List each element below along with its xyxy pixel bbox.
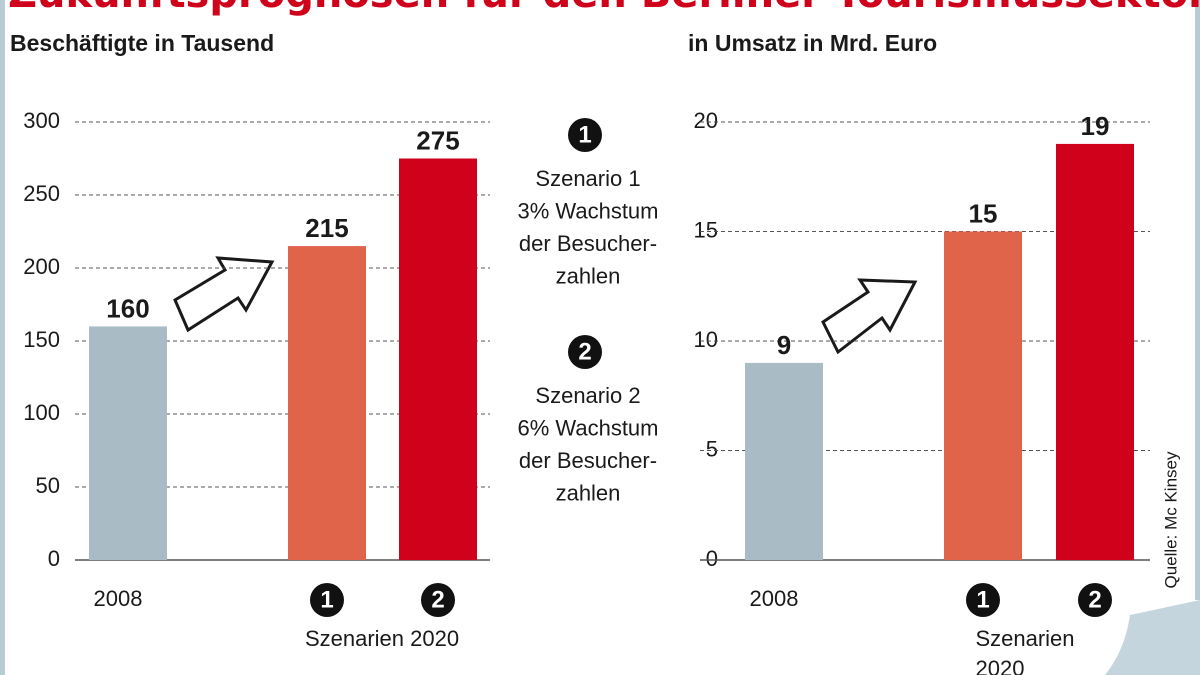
bar bbox=[1056, 143, 1134, 560]
page-title: Zukunftsprognosen für den Berliner Touri… bbox=[8, 0, 1200, 17]
scenario-text: zahlen bbox=[556, 263, 621, 288]
badge-number: 2 bbox=[431, 586, 444, 613]
y-tick-label: 20 bbox=[694, 108, 718, 133]
badge bbox=[310, 583, 344, 617]
value-label: 160 bbox=[106, 293, 149, 323]
scenario-text: zahlen bbox=[556, 480, 621, 505]
y-tick-label: 300 bbox=[23, 108, 60, 133]
x-tick-label: 2008 bbox=[750, 586, 799, 611]
y-tick-label: 250 bbox=[23, 181, 60, 206]
y-tick-label: 5 bbox=[706, 436, 718, 461]
badge bbox=[966, 583, 1000, 617]
badge bbox=[568, 335, 602, 369]
badge bbox=[1078, 583, 1112, 617]
frame-left bbox=[0, 0, 5, 675]
x-group-label: Szenarien 2020 bbox=[975, 626, 1074, 675]
x-group-label: Szenarien 2020 bbox=[305, 626, 459, 651]
scenario-text: Szenario 1 bbox=[535, 166, 640, 191]
bar bbox=[399, 158, 477, 560]
frame-right bbox=[1195, 0, 1200, 600]
x-tick-label: 2008 bbox=[94, 586, 143, 611]
bar bbox=[288, 246, 366, 560]
value-label: 215 bbox=[305, 213, 348, 243]
badge-number: 1 bbox=[976, 586, 989, 613]
y-tick-label: 0 bbox=[48, 546, 60, 571]
y-tick-label: 100 bbox=[23, 400, 60, 425]
y-tick-label: 15 bbox=[694, 217, 718, 242]
chart-subtitle: in Umsatz in Mrd. Euro bbox=[688, 30, 937, 56]
y-tick-label: 0 bbox=[706, 546, 718, 571]
badge-number: 1 bbox=[578, 121, 591, 148]
badge-number: 2 bbox=[578, 338, 591, 365]
chart-subtitle: Beschäftigte in Tausend bbox=[10, 30, 274, 56]
y-tick-label: 150 bbox=[23, 327, 60, 352]
badge bbox=[568, 118, 602, 152]
arrow bbox=[821, 278, 918, 355]
value-label: 15 bbox=[969, 198, 998, 228]
value-label: 275 bbox=[416, 125, 459, 155]
badge bbox=[421, 583, 455, 617]
badge-number: 2 bbox=[1088, 586, 1101, 613]
bar bbox=[745, 362, 823, 560]
scenario-text: der Besucher- bbox=[519, 231, 657, 256]
y-tick-label: 10 bbox=[694, 327, 718, 352]
y-tick-label: 50 bbox=[36, 473, 60, 498]
bar bbox=[89, 326, 167, 560]
page-curl bbox=[1105, 600, 1200, 675]
scenario-text: 6% Wachstum bbox=[517, 415, 658, 440]
scenario-text: der Besucher- bbox=[519, 448, 657, 473]
value-label: 19 bbox=[1081, 111, 1110, 141]
scenario-text: 3% Wachstum bbox=[517, 198, 658, 223]
value-label: 9 bbox=[777, 330, 791, 360]
source: Quelle: Mc Kinsey bbox=[1161, 451, 1180, 588]
bar bbox=[944, 231, 1022, 560]
y-tick-label: 200 bbox=[23, 254, 60, 279]
scenario-text: Szenario 2 bbox=[535, 383, 640, 408]
badge-number: 1 bbox=[320, 586, 333, 613]
